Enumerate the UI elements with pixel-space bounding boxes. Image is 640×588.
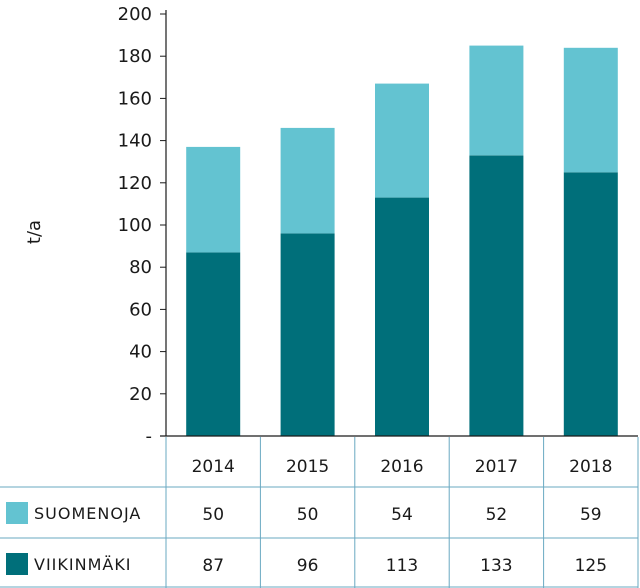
data-label: 59 <box>580 505 602 525</box>
bar-suomenoja-2016 <box>375 83 429 198</box>
y-tick-label: 80 <box>129 257 152 278</box>
y-tick-label: 180 <box>118 46 152 67</box>
legend-label: SUOMENOJA <box>34 504 141 523</box>
data-label: 87 <box>202 556 224 576</box>
data-table: 2014 2015 2016 2017 2018 SUOMENOJA 50 50 54 52 59 V… <box>0 437 639 588</box>
x-tick-label: 2017 <box>475 457 518 477</box>
bar-suomenoja-2018 <box>563 47 618 173</box>
bar-viikinmaki-2015 <box>280 233 335 436</box>
data-label: 113 <box>386 556 418 576</box>
bar-suomenoja-2015 <box>280 127 335 234</box>
y-tick-label: 40 <box>129 342 152 363</box>
bar-viikinmaki-2016 <box>375 197 429 436</box>
x-tick-label: 2016 <box>380 457 423 477</box>
y-axis-label: t/a <box>24 220 45 244</box>
legend-label: VIIKINMÄKI <box>34 555 132 574</box>
legend-swatch <box>6 553 28 575</box>
x-tick-label: 2014 <box>192 457 235 477</box>
bars-layer <box>186 45 618 437</box>
bar-suomenoja-2014 <box>186 146 241 253</box>
data-label: 96 <box>297 556 319 576</box>
y-tick-label: 100 <box>118 215 152 236</box>
data-label: 50 <box>297 505 319 525</box>
data-label: 125 <box>575 556 607 576</box>
data-label: 52 <box>486 505 508 525</box>
y-tick-label: 140 <box>118 131 152 152</box>
data-label: 50 <box>202 505 224 525</box>
x-tick-label: 2015 <box>286 457 329 477</box>
legend-swatch <box>6 502 28 524</box>
data-label: 54 <box>391 505 413 525</box>
y-tick-label: 200 <box>118 4 152 25</box>
axes-layer: - 20 40 60 80 100 120 140 160 180 200 t/a <box>24 4 638 447</box>
bar-suomenoja-2017 <box>469 45 524 156</box>
y-tick-label: 160 <box>118 88 152 109</box>
y-tick-label: 60 <box>129 299 152 320</box>
y-tick-label: - <box>146 426 153 447</box>
x-tick-label: 2018 <box>569 457 612 477</box>
y-tick-label: 20 <box>129 384 152 405</box>
bar-viikinmaki-2017 <box>469 155 524 436</box>
bar-viikinmaki-2014 <box>186 252 241 436</box>
data-label: 133 <box>480 556 512 576</box>
y-tick-label: 120 <box>118 173 152 194</box>
bar-viikinmaki-2018 <box>563 172 618 437</box>
